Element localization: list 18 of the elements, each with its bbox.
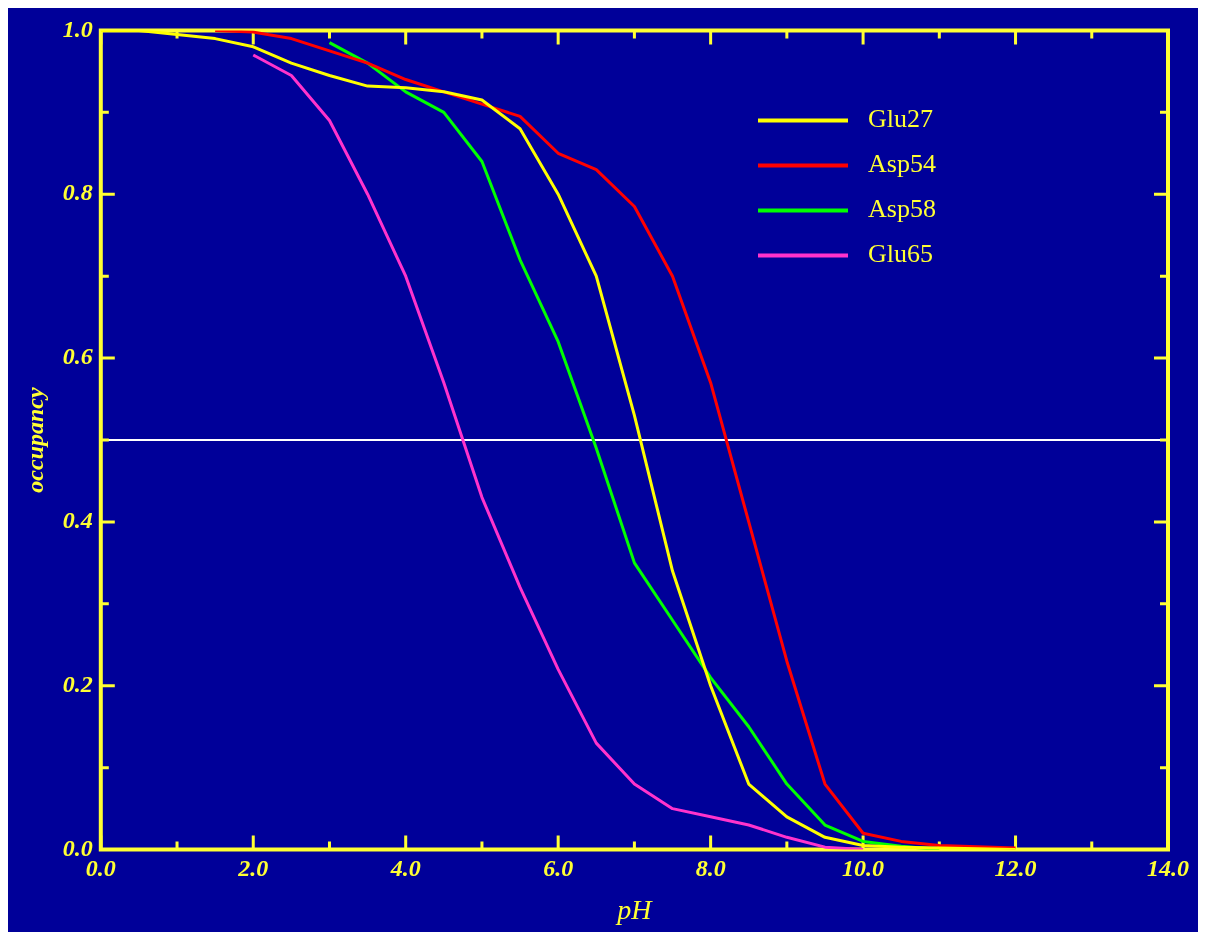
legend-label: Asp54 [868, 149, 936, 179]
legend-label: Asp58 [868, 194, 936, 224]
x-axis-title: pH [615, 893, 654, 925]
legend-label: Glu27 [868, 104, 933, 134]
x-tick-label: 12.0 [994, 855, 1037, 882]
x-tick-label: 2.0 [237, 855, 269, 882]
x-tick-label: 8.0 [695, 855, 726, 882]
x-tick-label: 6.0 [543, 855, 574, 882]
x-tick-label: 4.0 [389, 855, 421, 882]
y-axis-title: occupancy [21, 387, 48, 493]
legend-label: Glu65 [868, 239, 933, 269]
y-tick-label: 1.0 [62, 15, 93, 42]
y-tick-label: 0.2 [62, 670, 93, 697]
x-tick-label: 14.0 [1147, 855, 1189, 882]
y-tick-label: 0.4 [62, 507, 93, 534]
y-tick-label: 0.8 [62, 179, 93, 206]
x-tick-label: 10.0 [842, 855, 885, 882]
y-tick-label: 0.6 [62, 343, 93, 370]
